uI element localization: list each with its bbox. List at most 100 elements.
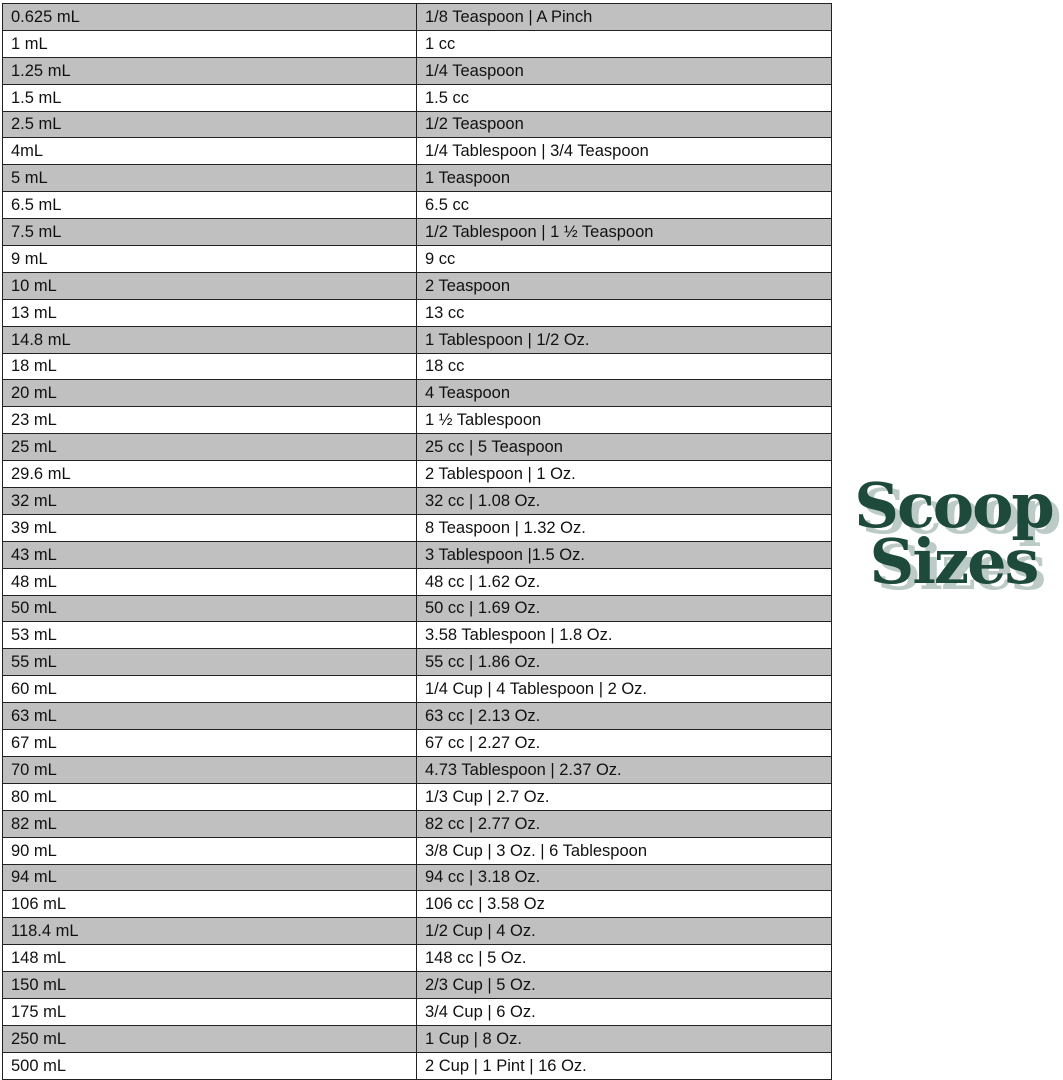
scoop-sizes-logo: Scoop Sizes <box>846 469 1061 598</box>
table-row: 500 mL 2 Cup | 1 Pint | 16 Oz. <box>2 1051 832 1080</box>
metric-volume-cell: 63 mL <box>2 702 417 731</box>
equivalent-cell: 3/8 Cup | 3 Oz. | 6 Tablespoon <box>416 836 832 865</box>
equivalent-cell: 2 Tablespoon | 1 Oz. <box>416 460 832 489</box>
metric-volume-cell: 43 mL <box>2 540 417 569</box>
metric-volume-cell: 80 mL <box>2 782 417 811</box>
equivalent-cell: 6.5 cc <box>416 191 832 220</box>
metric-volume-cell: 67 mL <box>2 729 417 757</box>
table-row: 70 mL 4.73 Tablespoon | 2.37 Oz. <box>2 755 832 784</box>
table-row: 5 mL 1 Teaspoon <box>2 164 832 193</box>
metric-volume-cell: 18 mL <box>2 352 417 381</box>
table-row: 1.5 mL 1.5 cc <box>2 83 832 112</box>
equivalent-cell: 13 cc <box>416 298 832 327</box>
metric-volume-cell: 29.6 mL <box>2 460 417 489</box>
table-row: 14.8 mL 1 Tablespoon | 1/2 Oz. <box>2 325 832 354</box>
table-row: 29.6 mL 2 Tablespoon | 1 Oz. <box>2 460 832 489</box>
table-row: 9 mL 9 cc <box>2 245 832 273</box>
equivalent-cell: 4.73 Tablespoon | 2.37 Oz. <box>416 755 832 784</box>
metric-volume-cell: 20 mL <box>2 379 417 408</box>
equivalent-cell: 2 Teaspoon <box>416 271 832 300</box>
equivalent-cell: 25 cc | 5 Teaspoon <box>416 433 832 462</box>
metric-volume-cell: 148 mL <box>2 944 417 973</box>
equivalent-cell: 4 Teaspoon <box>416 379 832 408</box>
metric-volume-cell: 9 mL <box>2 245 417 273</box>
equivalent-cell: 32 cc | 1.08 Oz. <box>416 487 832 515</box>
metric-volume-cell: 25 mL <box>2 433 417 462</box>
equivalent-cell: 1.5 cc <box>416 83 832 112</box>
table-row: 106 mL 106 cc | 3.58 Oz <box>2 890 832 919</box>
table-row: 1.25 mL 1/4 Teaspoon <box>2 56 832 85</box>
equivalent-cell: 63 cc | 2.13 Oz. <box>416 702 832 731</box>
metric-volume-cell: 1.5 mL <box>2 83 417 112</box>
equivalent-cell: 3.58 Tablespoon | 1.8 Oz. <box>416 621 832 650</box>
table-row: 67 mL 67 cc | 2.27 Oz. <box>2 729 832 757</box>
equivalent-cell: 1 Cup | 8 Oz. <box>416 1024 832 1053</box>
metric-volume-cell: 150 mL <box>2 971 417 999</box>
metric-volume-cell: 53 mL <box>2 621 417 650</box>
table-row: 2.5 mL 1/2 Teaspoon <box>2 110 832 139</box>
table-row: 4mL 1/4 Tablespoon | 3/4 Teaspoon <box>2 137 832 166</box>
equivalent-cell: 106 cc | 3.58 Oz <box>416 890 832 919</box>
table-row: 60 mL 1/4 Cup | 4 Tablespoon | 2 Oz. <box>2 675 832 704</box>
metric-volume-cell: 90 mL <box>2 836 417 865</box>
table-row: 43 mL 3 Tablespoon |1.5 Oz. <box>2 540 832 569</box>
table-row: 23 mL 1 ½ Tablespoon <box>2 406 832 435</box>
metric-volume-cell: 23 mL <box>2 406 417 435</box>
metric-volume-cell: 10 mL <box>2 271 417 300</box>
equivalent-cell: 94 cc | 3.18 Oz. <box>416 863 832 892</box>
equivalent-cell: 1 ½ Tablespoon <box>416 406 832 435</box>
metric-volume-cell: 1 mL <box>2 29 417 58</box>
equivalent-cell: 1 Teaspoon <box>416 164 832 193</box>
equivalent-cell: 148 cc | 5 Oz. <box>416 944 832 973</box>
metric-volume-cell: 1.25 mL <box>2 56 417 85</box>
table-row: 20 mL 4 Teaspoon <box>2 379 832 408</box>
metric-volume-cell: 500 mL <box>2 1051 417 1080</box>
table-row: 250 mL 1 Cup | 8 Oz. <box>2 1024 832 1053</box>
table-row: 25 mL 25 cc | 5 Teaspoon <box>2 433 832 462</box>
metric-volume-cell: 14.8 mL <box>2 325 417 354</box>
metric-volume-cell: 13 mL <box>2 298 417 327</box>
metric-volume-cell: 2.5 mL <box>2 110 417 139</box>
equivalent-cell: 1/4 Cup | 4 Tablespoon | 2 Oz. <box>416 675 832 704</box>
logo-line-2: Sizes <box>869 525 1040 598</box>
metric-volume-cell: 250 mL <box>2 1024 417 1053</box>
table-row: 0.625 mL 1/8 Teaspoon | A Pinch <box>2 3 832 31</box>
table-row: 53 mL 3.58 Tablespoon | 1.8 Oz. <box>2 621 832 650</box>
equivalent-cell: 1/4 Tablespoon | 3/4 Teaspoon <box>416 137 832 166</box>
equivalent-cell: 2 Cup | 1 Pint | 16 Oz. <box>416 1051 832 1080</box>
table-row: 7.5 mL 1/2 Tablespoon | 1 ½ Teaspoon <box>2 218 832 247</box>
metric-volume-cell: 32 mL <box>2 487 417 515</box>
logo-line-1: Scoop <box>854 469 1055 542</box>
equivalent-cell: 55 cc | 1.86 Oz. <box>416 648 832 677</box>
table-row: 6.5 mL 6.5 cc <box>2 191 832 220</box>
table-row: 82 mL 82 cc | 2.77 Oz. <box>2 809 832 838</box>
scoop-size-table: 0.625 mL 1/8 Teaspoon | A Pinch 1 mL 1 cc 1.… <box>2 3 832 1080</box>
equivalent-cell: 1/2 Tablespoon | 1 ½ Teaspoon <box>416 218 832 247</box>
equivalent-cell: 2/3 Cup | 5 Oz. <box>416 971 832 999</box>
equivalent-cell: 1 Tablespoon | 1/2 Oz. <box>416 325 832 354</box>
table-row: 1 mL 1 cc <box>2 29 832 58</box>
metric-volume-cell: 82 mL <box>2 809 417 838</box>
metric-volume-cell: 175 mL <box>2 997 417 1026</box>
table-row: 18 mL 18 cc <box>2 352 832 381</box>
table-row: 118.4 mL 1/2 Cup | 4 Oz. <box>2 917 832 946</box>
equivalent-cell: 1/8 Teaspoon | A Pinch <box>416 3 832 31</box>
equivalent-cell: 3 Tablespoon |1.5 Oz. <box>416 540 832 569</box>
equivalent-cell: 82 cc | 2.77 Oz. <box>416 809 832 838</box>
equivalent-cell: 1/3 Cup | 2.7 Oz. <box>416 782 832 811</box>
table-row: 148 mL 148 cc | 5 Oz. <box>2 944 832 973</box>
equivalent-cell: 1/4 Teaspoon <box>416 56 832 85</box>
equivalent-cell: 1/2 Teaspoon <box>416 110 832 139</box>
equivalent-cell: 8 Teaspoon | 1.32 Oz. <box>416 513 832 542</box>
table-row: 10 mL 2 Teaspoon <box>2 271 832 300</box>
equivalent-cell: 1 cc <box>416 29 832 58</box>
equivalent-cell: 1/2 Cup | 4 Oz. <box>416 917 832 946</box>
table-row: 48 mL 48 cc | 1.62 Oz. <box>2 567 832 596</box>
equivalent-cell: 48 cc | 1.62 Oz. <box>416 567 832 596</box>
table-row: 50 mL 50 cc | 1.69 Oz. <box>2 594 832 623</box>
table-row: 55 mL 55 cc | 1.86 Oz. <box>2 648 832 677</box>
metric-volume-cell: 118.4 mL <box>2 917 417 946</box>
table-row: 175 mL 3/4 Cup | 6 Oz. <box>2 997 832 1026</box>
table-row: 13 mL 13 cc <box>2 298 832 327</box>
metric-volume-cell: 7.5 mL <box>2 218 417 247</box>
